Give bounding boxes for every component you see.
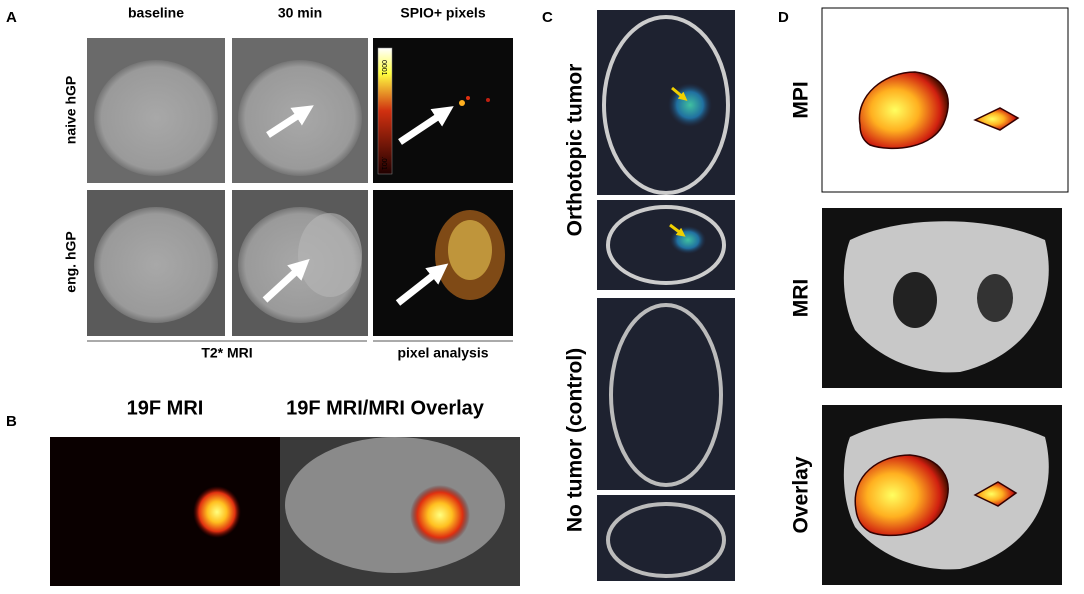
row-label: Overlay: [790, 456, 813, 533]
mri-images: [87, 38, 513, 336]
row-label: eng. hGP: [63, 231, 79, 292]
row-label: MRI: [790, 279, 813, 318]
d-images: [821, 7, 1069, 585]
footer-label: T2* MRI: [201, 345, 252, 361]
colorbar-label: 0001: [380, 60, 387, 76]
column-header: 30 min: [278, 5, 322, 21]
row-label: MPI: [790, 81, 813, 118]
panel-label: B: [6, 413, 17, 430]
panel-label: D: [778, 9, 789, 26]
row-label: naive hGP: [63, 76, 79, 144]
column-header: 19F MRI: [127, 397, 204, 419]
panel-label: A: [6, 9, 17, 26]
row-label: No tumor (control): [564, 348, 587, 532]
column-header: SPIO+ pixels: [400, 5, 485, 21]
c-images: [597, 10, 735, 581]
row-label: Orthotopic tumor: [564, 64, 587, 237]
b-images: [50, 437, 520, 586]
footer-label: pixel analysis: [397, 345, 488, 361]
column-header: baseline: [128, 5, 184, 21]
colorbar-label: .001: [380, 156, 387, 170]
panel-label: C: [542, 9, 553, 26]
column-header: 19F MRI/MRI Overlay: [286, 397, 485, 419]
